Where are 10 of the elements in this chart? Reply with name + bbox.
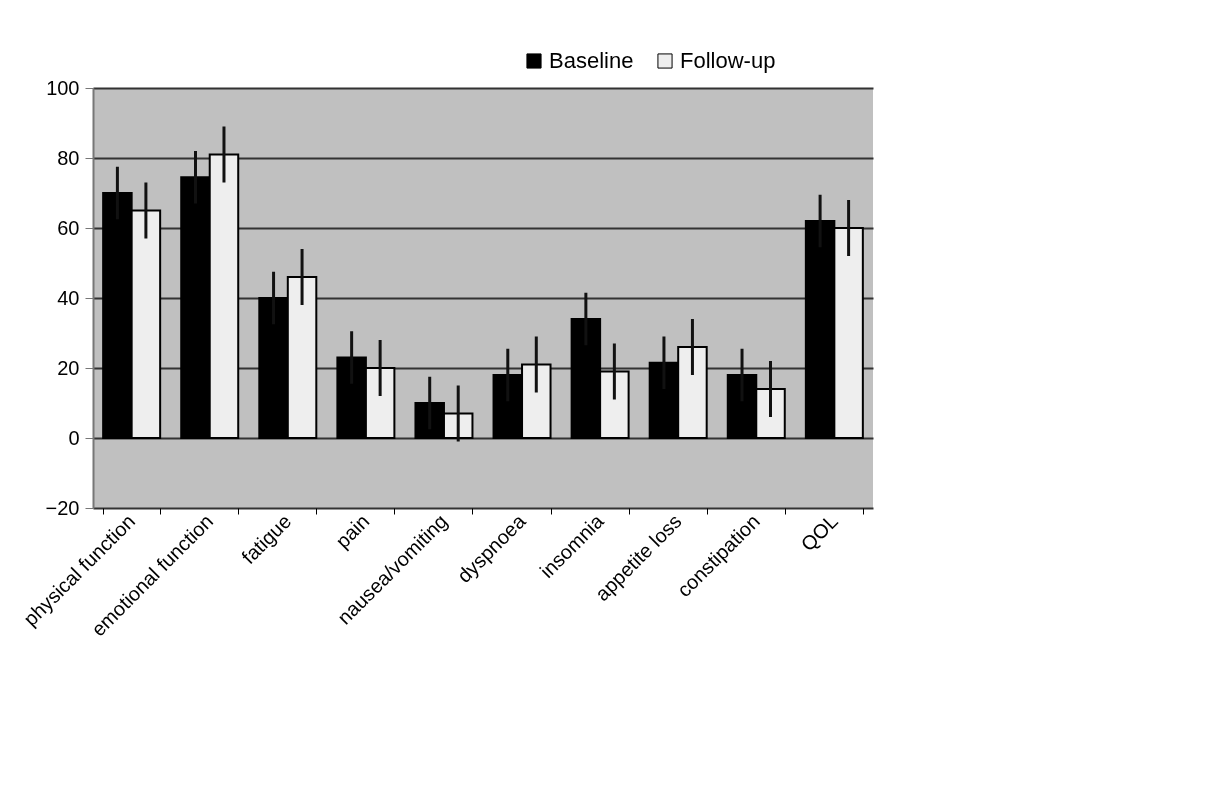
y-tick-label: 0 bbox=[68, 426, 80, 449]
y-tick-label: 40 bbox=[57, 286, 80, 309]
y-tick-label: 60 bbox=[57, 216, 80, 239]
x-tick-label: QOL bbox=[796, 510, 842, 556]
legend-label: Baseline bbox=[549, 48, 634, 73]
y-tick-label: 80 bbox=[57, 146, 80, 169]
y-tick-label: 20 bbox=[57, 356, 80, 379]
y-tick-label: −20 bbox=[45, 496, 80, 519]
legend-label: Follow-up bbox=[680, 48, 776, 73]
y-tick-label: 100 bbox=[46, 76, 80, 99]
